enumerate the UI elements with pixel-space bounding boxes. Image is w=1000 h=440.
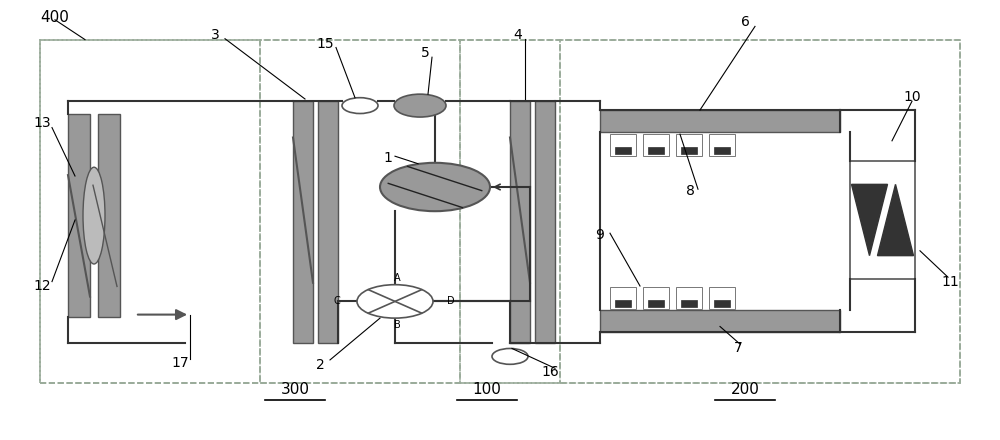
- Bar: [643, 134, 669, 156]
- Text: B: B: [394, 320, 400, 330]
- Text: 200: 200: [731, 382, 759, 397]
- Bar: [460, 40, 560, 383]
- Bar: [68, 114, 90, 317]
- Bar: [643, 287, 669, 309]
- Text: 5: 5: [421, 46, 429, 60]
- Circle shape: [394, 94, 446, 117]
- Bar: [535, 101, 555, 343]
- Text: 3: 3: [211, 28, 219, 42]
- Bar: [714, 300, 730, 307]
- Circle shape: [380, 163, 490, 211]
- Bar: [98, 114, 120, 317]
- Text: C: C: [334, 297, 340, 306]
- Bar: [714, 147, 730, 154]
- Bar: [600, 110, 840, 132]
- Text: 12: 12: [33, 279, 51, 293]
- Text: 400: 400: [41, 10, 69, 25]
- Ellipse shape: [83, 167, 105, 264]
- Circle shape: [357, 285, 433, 318]
- Text: 100: 100: [473, 382, 501, 397]
- Text: 9: 9: [596, 228, 604, 242]
- Bar: [318, 101, 338, 343]
- Bar: [293, 101, 313, 343]
- Bar: [615, 147, 631, 154]
- Text: 7: 7: [734, 341, 742, 356]
- Bar: [610, 287, 636, 309]
- Text: D: D: [447, 297, 455, 306]
- Text: 8: 8: [686, 184, 694, 198]
- Bar: [510, 101, 530, 343]
- Text: 300: 300: [280, 382, 310, 397]
- Bar: [676, 287, 702, 309]
- Bar: [709, 134, 735, 156]
- Bar: [676, 134, 702, 156]
- Text: 2: 2: [316, 358, 324, 372]
- Text: 11: 11: [941, 275, 959, 289]
- Bar: [648, 300, 664, 307]
- Text: 15: 15: [316, 37, 334, 51]
- Bar: [681, 147, 697, 154]
- Polygon shape: [851, 184, 888, 256]
- Bar: [615, 300, 631, 307]
- Text: 16: 16: [541, 365, 559, 379]
- Text: 4: 4: [514, 28, 522, 42]
- Bar: [560, 40, 960, 383]
- Bar: [40, 40, 960, 383]
- Bar: [709, 287, 735, 309]
- Bar: [648, 147, 664, 154]
- Circle shape: [342, 98, 378, 114]
- Text: 6: 6: [741, 15, 749, 29]
- Bar: [610, 134, 636, 156]
- Bar: [260, 40, 460, 383]
- Text: 17: 17: [171, 356, 189, 370]
- Bar: [40, 40, 260, 383]
- Circle shape: [492, 348, 528, 364]
- Text: 1: 1: [384, 151, 392, 165]
- Bar: [600, 310, 840, 332]
- Polygon shape: [878, 184, 914, 256]
- Text: 10: 10: [903, 90, 921, 104]
- Text: 13: 13: [33, 116, 51, 130]
- Bar: [850, 161, 915, 279]
- Bar: [681, 300, 697, 307]
- Text: A: A: [394, 273, 400, 282]
